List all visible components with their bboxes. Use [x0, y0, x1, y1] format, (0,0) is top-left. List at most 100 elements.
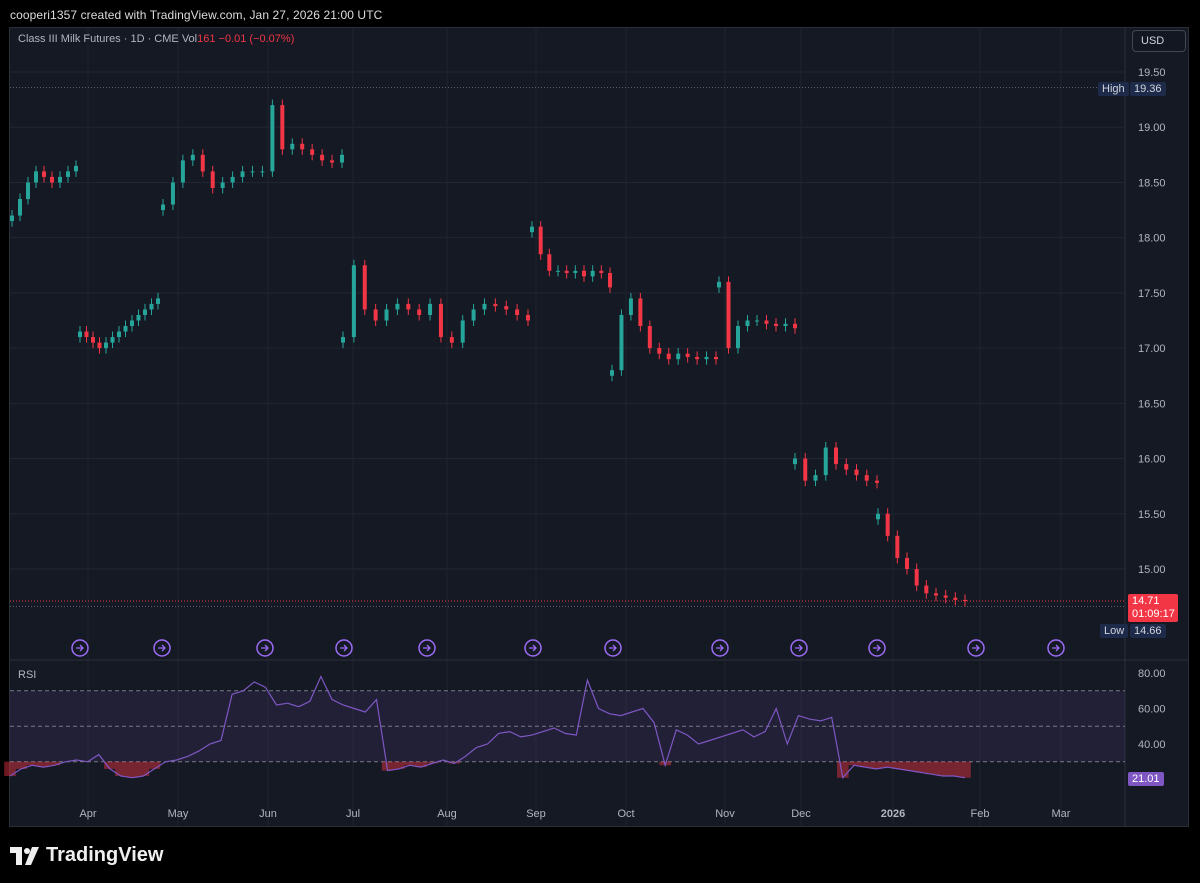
rsi-indicator-label[interactable]: RSI [18, 669, 37, 681]
tradingview-icon [10, 846, 39, 865]
candle-body [783, 323, 788, 327]
price-tick-label: 15.50 [1138, 509, 1166, 521]
candle-body [895, 535, 900, 558]
currency-button[interactable]: USD [1132, 30, 1186, 52]
candle-body [406, 303, 411, 310]
candle-body [803, 458, 808, 481]
candle-body [573, 270, 578, 274]
candle-body [34, 171, 38, 183]
rollover-icon [71, 639, 89, 657]
chart-frame[interactable] [9, 27, 1189, 827]
candle-body [110, 337, 115, 343]
candle-body [590, 270, 595, 277]
time-axis-label: Sep [526, 808, 546, 820]
rollover-icon [967, 639, 985, 657]
countdown: 01:09:17 [1132, 608, 1175, 620]
candle-body [417, 309, 422, 315]
rollover-icon-arrow [609, 644, 617, 652]
candle-body [864, 475, 869, 481]
high-value-badge: 19.36 [1130, 82, 1166, 96]
candle-body [250, 171, 255, 173]
price-tick-label: 17.50 [1138, 288, 1166, 300]
candle-body [180, 160, 185, 183]
rsi-value-badge: 21.01 [1128, 772, 1164, 786]
candle-body [123, 326, 128, 332]
rsi-line [9, 675, 966, 780]
rollover-icon-arrow [158, 644, 166, 652]
time-axis-label: Nov [715, 808, 735, 820]
rollover-icon-arrow [795, 644, 803, 652]
candle-body [793, 323, 797, 329]
candle-body [953, 597, 958, 600]
candle-body [395, 303, 400, 310]
candle-body [84, 331, 89, 338]
candle-body [963, 599, 967, 602]
rsi-tick-label: 60.00 [1138, 704, 1166, 716]
candle-body [638, 298, 643, 327]
price-tick-label: 16.50 [1138, 398, 1166, 410]
candle-body [774, 323, 778, 327]
time-axis-label: 2026 [881, 808, 905, 820]
candle-body [130, 320, 134, 327]
price-tick-label: 17.00 [1138, 343, 1166, 355]
symbol-legend[interactable]: Class III Milk Futures · 1D · CME Vol161… [18, 33, 294, 45]
candle-body [290, 143, 295, 150]
symbol-title: Class III Milk Futures · 1D · CME [18, 33, 179, 45]
rollover-icon-arrow [716, 644, 724, 652]
time-axis-label: Oct [617, 808, 634, 820]
candle-body [905, 557, 909, 569]
price-tick-label: 18.00 [1138, 233, 1166, 245]
candle-body [876, 513, 880, 520]
candle-body [143, 309, 147, 315]
time-axis-label: Jul [346, 808, 360, 820]
rollover-icon-arrow [972, 644, 980, 652]
candle-body [351, 265, 356, 338]
candle-body [934, 593, 938, 596]
candle-body [270, 105, 275, 172]
candle-body [97, 342, 102, 349]
candle-body [628, 298, 633, 315]
candle-body [793, 458, 797, 465]
candle-body [599, 270, 604, 274]
rollover-icon [418, 639, 436, 657]
candle-body [58, 176, 62, 183]
candle-body [610, 370, 614, 376]
candle-body [438, 303, 443, 338]
candle-body [18, 199, 22, 216]
price-tick-label: 16.00 [1138, 454, 1166, 466]
high-label-badge: High [1098, 82, 1129, 96]
candle-body [943, 595, 948, 598]
candle-body [844, 464, 849, 470]
candle-body [117, 331, 121, 338]
low-value: 14.66 [1134, 625, 1162, 637]
candle-body [657, 348, 662, 354]
price-tick-label: 18.50 [1138, 177, 1166, 189]
candle-body [136, 314, 141, 321]
time-axis-label: Mar [1052, 808, 1071, 820]
candle-body [556, 270, 560, 272]
candle-body [156, 298, 160, 304]
rollover-icon-arrow [261, 644, 269, 652]
candle-body [714, 356, 718, 360]
candle-body [854, 469, 859, 476]
high-label: High [1102, 83, 1125, 95]
candle-body [823, 447, 828, 476]
candle-body [26, 182, 30, 200]
candle-body [582, 270, 586, 277]
candle-body [564, 270, 569, 274]
candle-body [260, 171, 265, 173]
tradingview-logo[interactable]: TradingView [10, 844, 163, 867]
candle-body [695, 356, 700, 360]
rollover-icon [335, 639, 353, 657]
last-price: 14.71 [1132, 595, 1160, 607]
candle-body [341, 337, 345, 343]
candle-body [428, 303, 433, 315]
rsi-tick-label: 40.00 [1138, 739, 1166, 751]
rollover-icon [256, 639, 274, 657]
volume-label: Vol [181, 33, 198, 45]
rollover-icon-arrow [340, 644, 348, 652]
candle-body [924, 585, 929, 594]
candle-body [666, 353, 671, 360]
candle-body [619, 314, 624, 371]
